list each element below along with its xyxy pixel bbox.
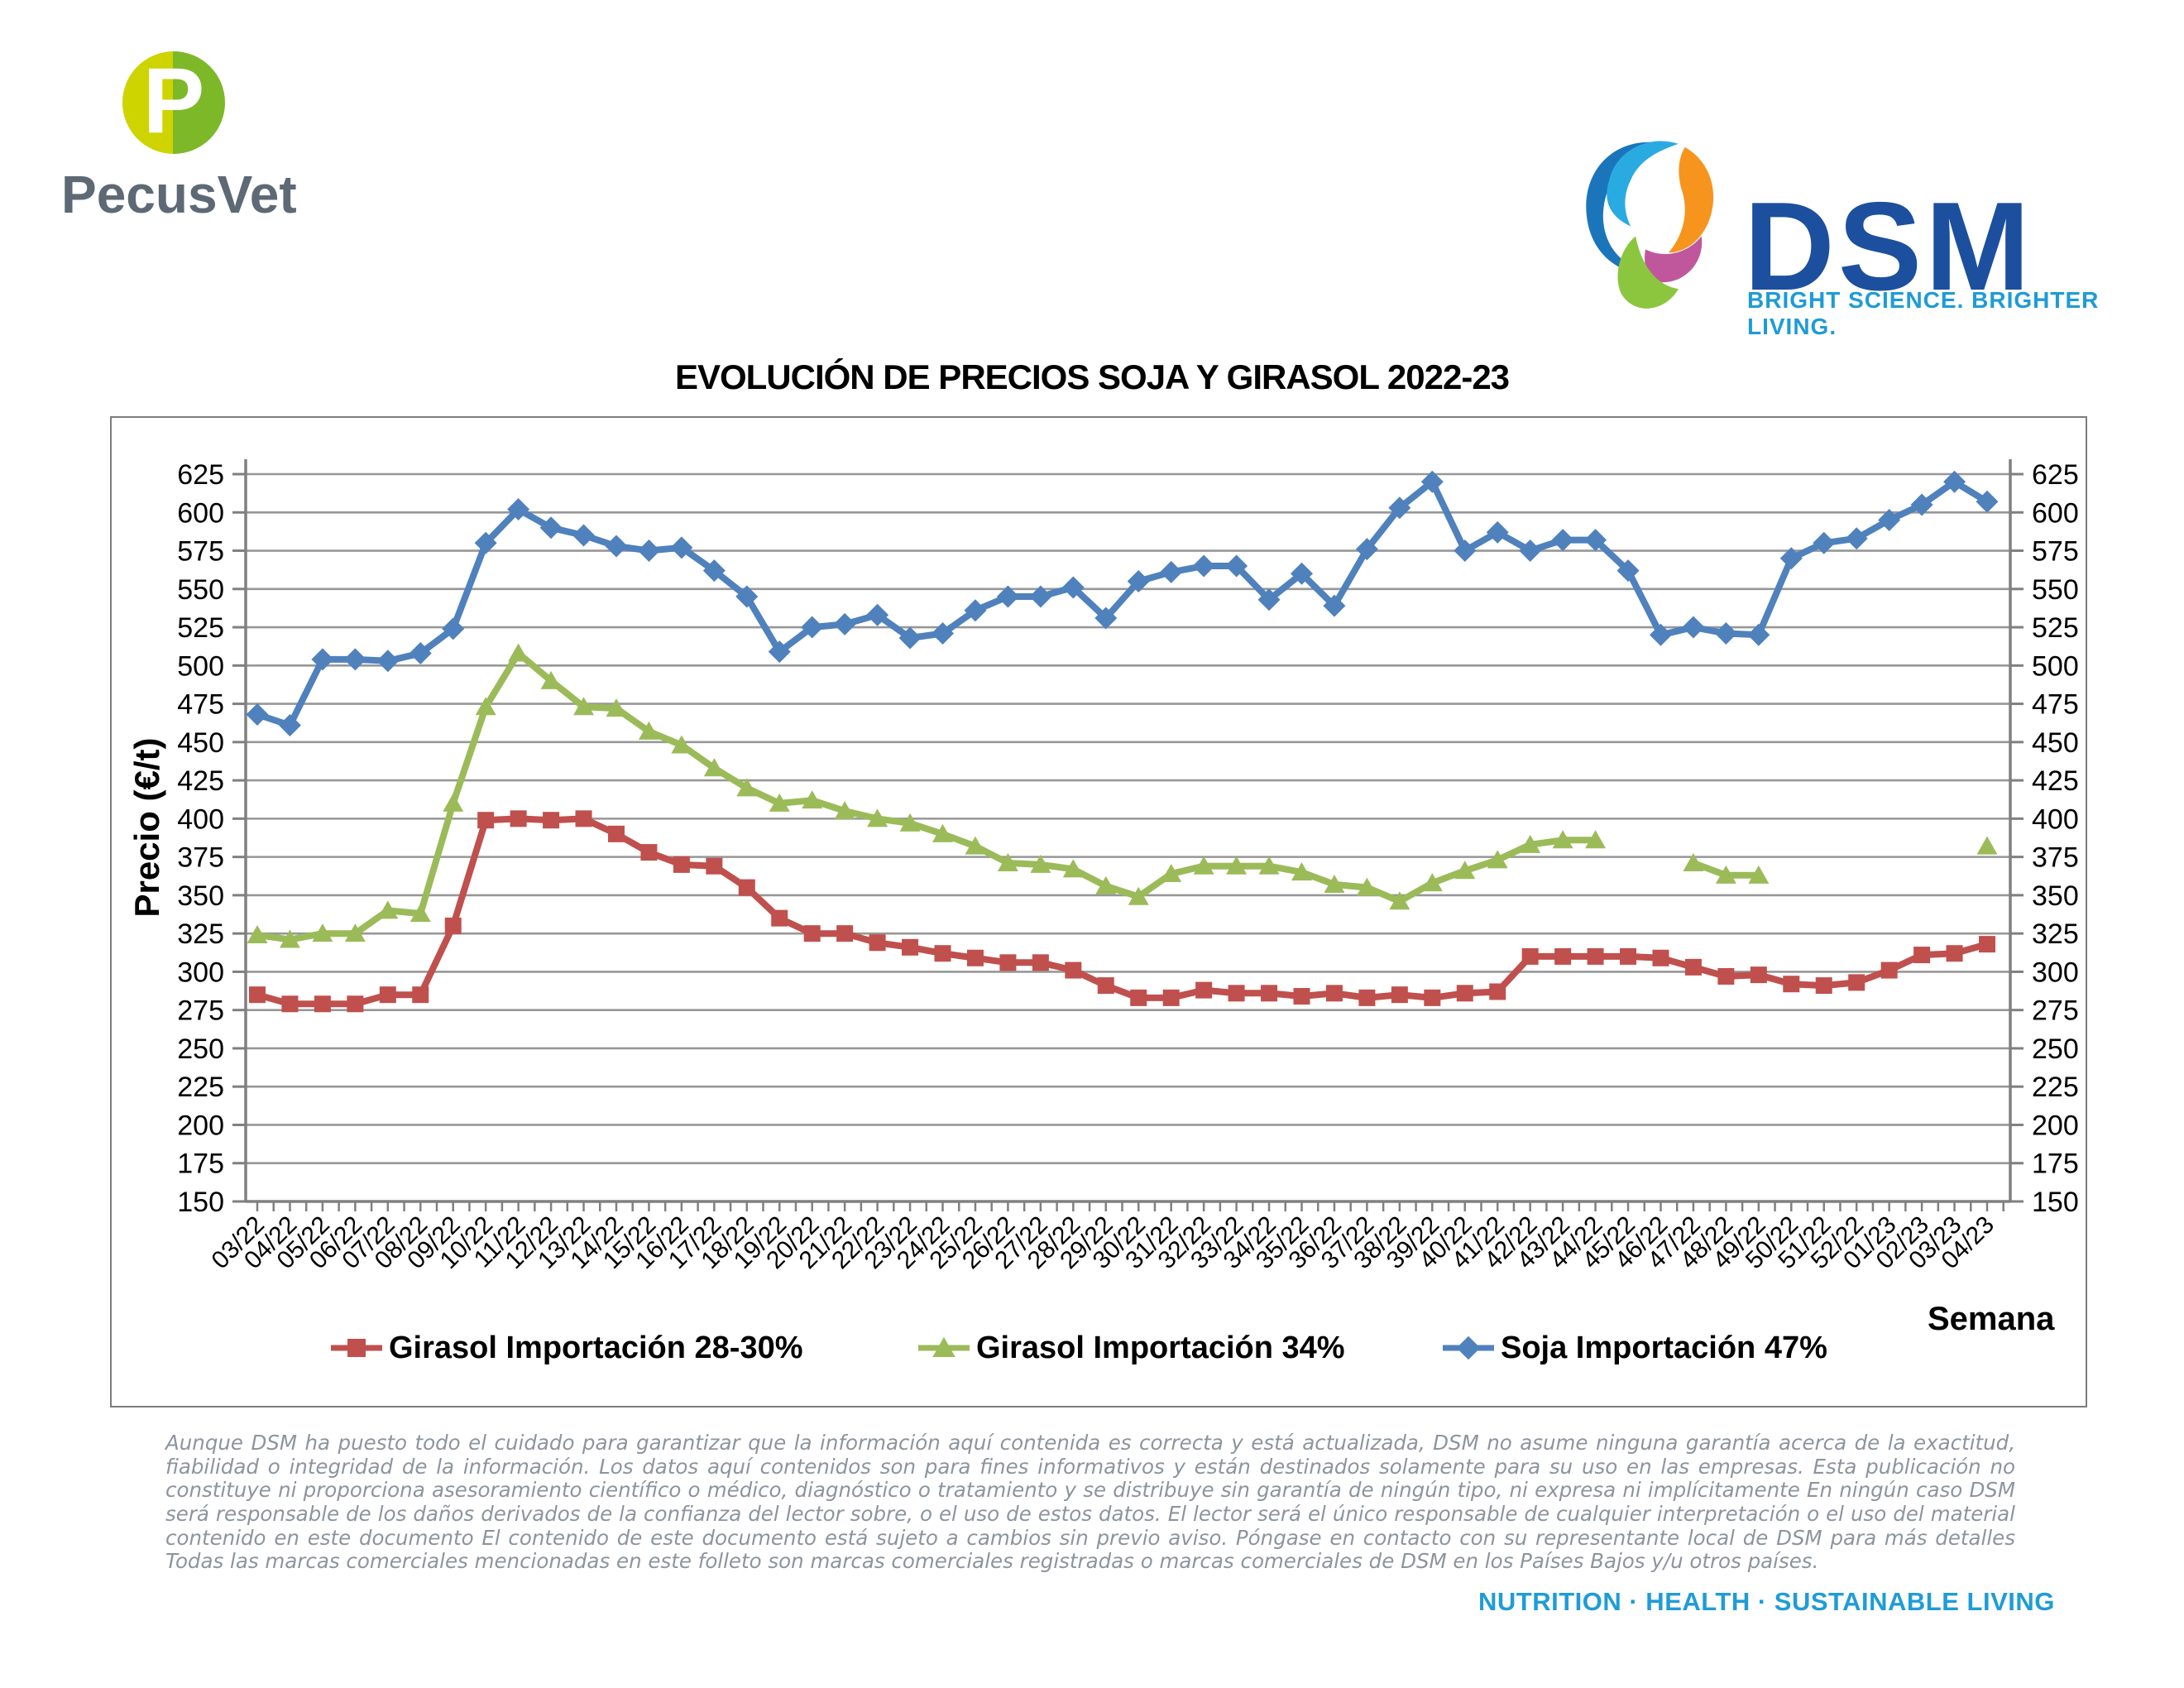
legend-label: Soja Importación 47%	[1501, 1330, 1827, 1365]
dsm-swirl-magenta	[1645, 236, 1703, 283]
chart-title: EVOLUCIÓN DE PRECIOS SOJA Y GIRASOL 2022…	[674, 357, 1510, 396]
dsm-swirl-green	[1617, 236, 1679, 309]
dsm-swirl-cyan	[1607, 141, 1679, 227]
legend-marker-square-icon	[331, 1339, 382, 1357]
dsm-swirl-orange	[1668, 146, 1714, 253]
dsm-wordmark: DSM	[1744, 176, 2033, 317]
disclaimer-text: Aunque DSM ha puesto todo el cuidado par…	[165, 1431, 2015, 1574]
chart-frame	[110, 416, 2087, 1407]
legend-label: Girasol Importación 34%	[976, 1330, 1345, 1365]
legend-item-girasol-28-30: Girasol Importación 28-30%	[329, 1327, 803, 1369]
legend-item-soja-47: Soja Importación 47%	[1441, 1327, 1827, 1369]
y-axis-title: Precio (€/t)	[127, 737, 166, 918]
pecusvet-logo-icon: P	[122, 51, 225, 154]
legend-marker-triangle-icon	[918, 1336, 970, 1357]
dsm-logo-tagline: BRIGHT SCIENCE. BRIGHTER LIVING.	[1747, 287, 2100, 339]
pecusvet-wordmark: PecusVet	[61, 165, 297, 224]
dsm-logo-icon	[1586, 141, 1714, 309]
legend-marker-diamond-icon	[1443, 1336, 1494, 1360]
dsm-swirl-center	[1631, 186, 1677, 233]
legend-label: Girasol Importación 28-30%	[389, 1330, 803, 1365]
legend-item-girasol-34: Girasol Importación 34%	[917, 1327, 1345, 1369]
pecusvet-monogram: P	[142, 49, 205, 152]
chart-legend: Girasol Importación 28-30% Girasol Impor…	[0, 1327, 2184, 1377]
dsm-swirl-blue	[1586, 141, 1667, 273]
dsm-footer-tagline: NUTRITION · HEALTH · SUSTAINABLE LIVING	[1478, 1587, 2055, 1616]
x-axis-title: Semana	[1928, 1301, 2055, 1337]
